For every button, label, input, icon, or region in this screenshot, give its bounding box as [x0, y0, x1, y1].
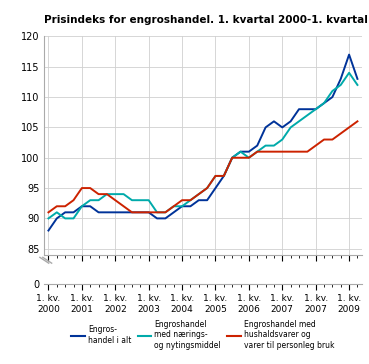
Legend: Engros-
handel i alt, Engroshandel
med nærings-
og nytingsmiddel, Engroshandel m: Engros- handel i alt, Engroshandel med n…	[68, 317, 338, 353]
Text: Prisindeks for engroshandel. 1. kvartal 2000-1. kvartal 2009: Prisindeks for engroshandel. 1. kvartal …	[44, 16, 369, 25]
